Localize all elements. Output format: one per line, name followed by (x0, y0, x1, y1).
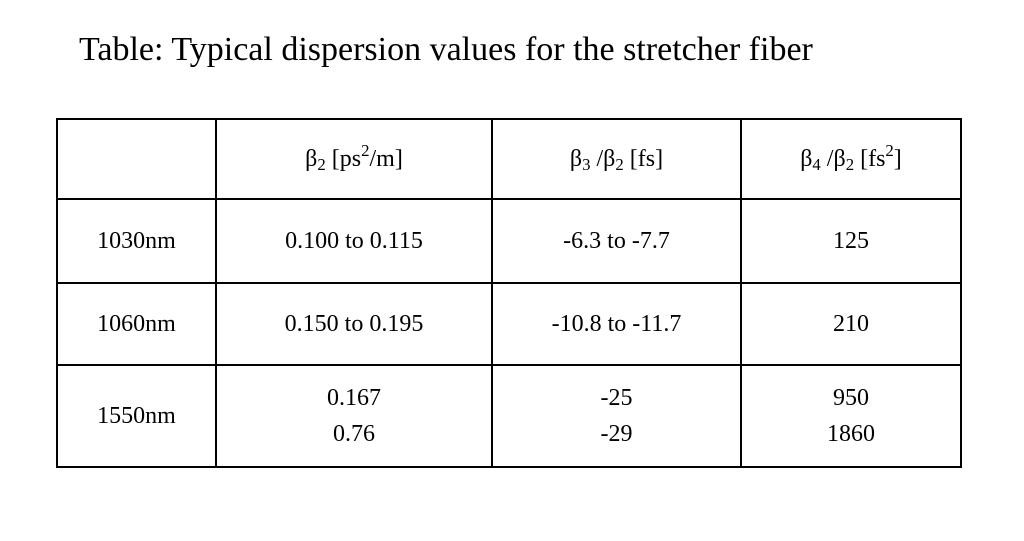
beta3-subscript: 3 (582, 155, 591, 175)
beta4-unit-post: ] (893, 146, 902, 172)
beta4-value: 125 (833, 228, 869, 254)
table-title: Table: Typical dispersion values for the… (79, 31, 813, 68)
beta4-value: 210 (833, 311, 869, 337)
beta2-subscript: 2 (317, 155, 326, 175)
beta2-unit-pre: [ps (325, 146, 362, 172)
table-header-row: β2 [ps2/m] β3 /β2 [fs] β4 /β2 [fs2] (56, 118, 962, 200)
header-beta2: β2 [ps2/m] (215, 118, 493, 200)
beta2-value: 0.100 to 0.115 (285, 228, 423, 254)
table-row: 1030nm 0.100 to 0.115 -6.3 to -7.7 125 (56, 198, 962, 284)
beta3-subscript-2: 2 (615, 155, 624, 175)
beta2-symbol: β (305, 146, 318, 172)
beta3-value: -29 (600, 421, 633, 447)
beta3-value: -25 (600, 385, 633, 411)
beta4-cell: 125 (740, 198, 962, 284)
header-corner-cell (56, 118, 217, 200)
beta4-cell: 950 1860 (740, 364, 962, 468)
header-beta3: β3 /β2 [fs] (491, 118, 742, 200)
beta3-value: -10.8 to -11.7 (551, 311, 682, 337)
beta4-value: 1860 (827, 421, 875, 447)
wavelength-cell: 1030nm (56, 198, 217, 284)
beta2-value: 0.167 (327, 385, 381, 411)
beta4-value: 950 (833, 385, 869, 411)
beta4-mid: /β (820, 146, 846, 172)
beta3-cell: -10.8 to -11.7 (491, 282, 742, 366)
beta4-subscript: 4 (812, 155, 821, 175)
beta2-value: 0.76 (333, 421, 375, 447)
beta2-cell: 0.150 to 0.195 (215, 282, 493, 366)
beta3-unit: [fs] (623, 146, 664, 172)
beta3-value: -6.3 to -7.7 (563, 228, 670, 254)
beta2-unit-sup: 2 (361, 140, 370, 160)
beta4-unit-sup: 2 (885, 140, 894, 160)
beta2-value: 0.150 to 0.195 (284, 311, 424, 337)
dispersion-table: β2 [ps2/m] β3 /β2 [fs] β4 /β2 [fs2] 1030… (56, 118, 962, 468)
wavelength-cell: 1060nm (56, 282, 217, 366)
beta3-symbol: β (569, 146, 583, 172)
beta2-cell: 0.100 to 0.115 (215, 198, 493, 284)
beta4-unit-pre: [fs (854, 146, 886, 172)
beta4-subscript-2: 2 (845, 155, 855, 175)
header-beta4: β4 /β2 [fs2] (740, 118, 962, 200)
table-row: 1060nm 0.150 to 0.195 -10.8 to -11.7 210 (56, 282, 962, 366)
beta3-cell: -25 -29 (491, 364, 742, 468)
beta4-cell: 210 (740, 282, 962, 366)
wavelength-cell: 1550nm (56, 364, 217, 468)
beta3-cell: -6.3 to -7.7 (491, 198, 742, 284)
beta2-cell: 0.167 0.76 (215, 364, 493, 468)
table-row: 1550nm 0.167 0.76 -25 -29 950 1860 (56, 364, 962, 468)
beta3-mid: /β (590, 146, 616, 172)
beta4-symbol: β (800, 146, 813, 172)
beta2-unit-post: /m] (369, 146, 403, 172)
